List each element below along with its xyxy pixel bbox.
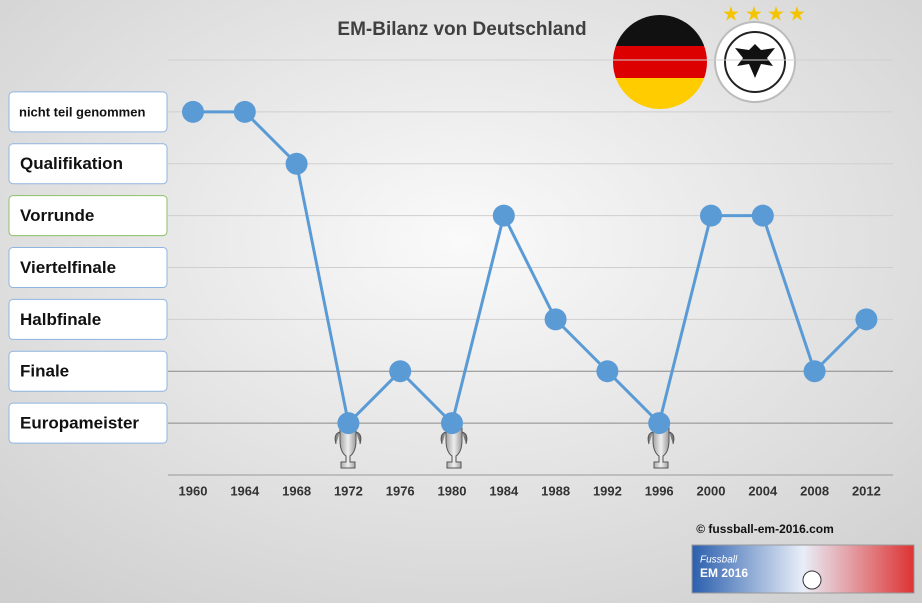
point [751, 204, 774, 227]
x-tick-label: 2012 [852, 483, 881, 498]
y-label-box [8, 402, 168, 444]
point [285, 152, 308, 175]
x-tick-label: 1980 [438, 483, 467, 498]
x-tick-label: 1984 [489, 483, 519, 498]
svg-text:★: ★ [722, 3, 740, 25]
x-tick-label: 1988 [541, 483, 570, 498]
x-tick-label: 1972 [334, 483, 363, 498]
point [544, 308, 567, 331]
y-tick-label: Halbfinale [20, 310, 101, 329]
y-tick-label: Viertelfinale [20, 258, 116, 277]
banner-text: Fussball [700, 555, 738, 566]
x-tick-label: 2008 [800, 483, 829, 498]
x-tick-label: 1996 [645, 483, 674, 498]
trophy [647, 427, 675, 469]
logo: ★ ★ ★ ★ [714, 3, 806, 103]
x-tick-label: 1976 [386, 483, 415, 498]
svg-text:★: ★ [745, 3, 763, 25]
y-tick-label: Europameister [20, 414, 139, 433]
banner: Fussball EM 2016 [691, 544, 915, 594]
x-tick-label: 1964 [230, 483, 260, 498]
point [182, 100, 204, 123]
x-tick-label: 2004 [748, 483, 778, 498]
point [233, 100, 256, 123]
point [389, 360, 412, 383]
point [855, 308, 878, 331]
y-label-box [8, 143, 168, 185]
banner-text: EM 2016 [700, 566, 748, 580]
y-tick-label: Qualifikation [20, 154, 123, 173]
y-label-box [8, 350, 168, 392]
trophy [334, 427, 362, 469]
point [596, 360, 619, 383]
trophy [440, 427, 468, 469]
trophies [334, 427, 675, 469]
x-tick-label: 2000 [697, 483, 726, 498]
point [337, 412, 360, 435]
svg-text:★: ★ [788, 3, 806, 25]
x-tick-label: 1960 [179, 483, 208, 498]
point [700, 204, 722, 227]
chart-title: EM-Bilanz von Deutschland [337, 19, 586, 40]
y-tick-label: Vorrunde [20, 206, 94, 225]
y-tick-label: nicht teil genommen [19, 104, 145, 119]
y-tick-label: Finale [20, 362, 69, 381]
x-tick-label: 1968 [282, 483, 311, 498]
y-label-box [8, 195, 168, 237]
y-label-box [8, 91, 168, 133]
point [803, 360, 826, 383]
point [441, 412, 463, 435]
svg-text:★: ★ [767, 3, 785, 25]
point [648, 412, 671, 435]
point [492, 204, 515, 227]
y-label-box [8, 247, 168, 288]
y-label-box [8, 298, 168, 340]
x-tick-label: 1992 [593, 483, 622, 498]
copyright: © fussball-em-2016.com [696, 522, 834, 536]
